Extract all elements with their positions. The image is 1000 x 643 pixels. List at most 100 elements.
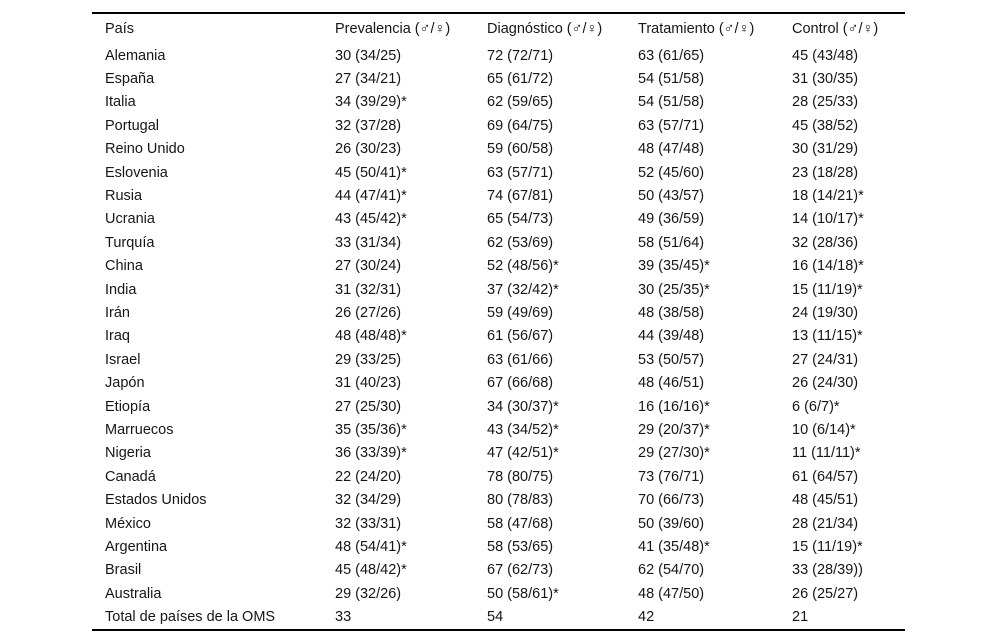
- col-header-pais: País: [105, 21, 135, 37]
- value-cell: 28 (21/34): [792, 515, 859, 532]
- country-cell: Australia: [105, 585, 162, 602]
- table-row: Brasil 45 (48/42)* 67 (62/73) 62 (54/70) 33 …: [92, 559, 905, 582]
- value-cell: 31 (32/31): [335, 281, 402, 298]
- value-cell: 45 (48/42)*: [335, 562, 407, 579]
- value-cell: 62 (59/65): [487, 94, 554, 111]
- table-row: Etiopía 27 (25/30) 34 (30/37)* 16 (16/16)* 6…: [92, 395, 905, 418]
- table-row: China 27 (30/24) 52 (48/56)* 39 (35/45)* 16 …: [92, 255, 905, 278]
- value-cell: 72 (72/71): [487, 47, 554, 64]
- value-cell: 44 (39/48): [638, 328, 705, 345]
- value-cell: 35 (35/36)*: [335, 421, 407, 438]
- value-cell: 32 (28/36): [792, 234, 859, 251]
- country-cell: India: [105, 281, 137, 298]
- country-cell: Italia: [105, 94, 136, 111]
- table-row: Eslovenia 45 (50/41)* 63 (57/71) 52 (45/60)…: [92, 161, 905, 184]
- col-header-diagnostico: Diagnóstico (♂/♀): [487, 21, 603, 37]
- value-cell: 54 (51/58): [638, 94, 705, 111]
- value-cell: 63 (57/71): [638, 117, 705, 134]
- table-container: País Prevalencia (♂/♀) Diagnóstico (♂/♀)…: [92, 12, 905, 631]
- value-cell: 37 (32/42)*: [487, 281, 559, 298]
- table-body: Alemania 30 (34/25) 72 (72/71) 63 (61/65) 45…: [92, 44, 905, 630]
- country-cell: Total de países de la OMS: [105, 609, 276, 626]
- value-cell: 69 (64/75): [487, 117, 554, 134]
- value-cell: 52 (45/60): [638, 164, 705, 181]
- value-cell: 48 (46/51): [638, 375, 705, 392]
- value-cell: 33 (31/34): [335, 234, 402, 251]
- value-cell: 74 (67/81): [487, 188, 554, 205]
- value-cell: 22 (24/20): [335, 468, 402, 485]
- country-cell: Argentina: [105, 538, 168, 555]
- country-cell: Irán: [105, 304, 130, 321]
- table-row: Reino Unido 26 (30/23) 59 (60/58) 48 (47/48…: [92, 138, 905, 161]
- value-cell: 49 (36/59): [638, 211, 705, 228]
- value-cell: 59 (60/58): [487, 141, 554, 158]
- table-row: Portugal 32 (37/28) 69 (64/75) 63 (57/71) 45…: [92, 114, 905, 137]
- value-cell: 14 (10/17)*: [792, 211, 864, 228]
- value-cell: 58 (53/65): [487, 538, 554, 555]
- value-cell: 26 (30/23): [335, 141, 402, 158]
- value-cell: 70 (66/73): [638, 492, 705, 509]
- value-cell: 50 (58/61)*: [487, 585, 559, 602]
- value-cell: 10 (6/14)*: [792, 421, 856, 438]
- value-cell: 41 (35/48)*: [638, 538, 710, 555]
- table-row: India 31 (32/31) 37 (32/42)* 30 (25/35)* 15 …: [92, 278, 905, 301]
- value-cell: 39 (35/45)*: [638, 258, 710, 275]
- value-cell: 26 (27/26): [335, 304, 402, 321]
- country-cell: Reino Unido: [105, 141, 185, 158]
- country-cell: Alemania: [105, 47, 166, 64]
- table-row: Israel 29 (33/25) 63 (61/66) 53 (50/57) 27 (…: [92, 348, 905, 371]
- value-cell: 48 (54/41)*: [335, 538, 407, 555]
- country-cell: Portugal: [105, 117, 160, 134]
- value-cell: 23 (18/28): [792, 164, 859, 181]
- value-cell: 54 (51/58): [638, 71, 705, 88]
- value-cell: 63 (61/66): [487, 351, 554, 368]
- country-cell: Estados Unidos: [105, 492, 207, 509]
- value-cell: 53 (50/57): [638, 351, 705, 368]
- value-cell: 43 (34/52)*: [487, 421, 559, 438]
- table-row: Japón 31 (40/23) 67 (66/68) 48 (46/51) 26 (2…: [92, 371, 905, 394]
- value-cell: 29 (20/37)*: [638, 421, 710, 438]
- country-cell: China: [105, 258, 143, 275]
- value-cell: 6 (6/7)*: [792, 398, 840, 415]
- table-row: Turquía 33 (31/34) 62 (53/69) 58 (51/64) 32 …: [92, 231, 905, 254]
- value-cell: 63 (61/65): [638, 47, 705, 64]
- value-cell: 65 (61/72): [487, 71, 554, 88]
- country-cell: Turquía: [105, 234, 155, 251]
- value-cell: 45 (38/52): [792, 117, 859, 134]
- value-cell: 48 (45/51): [792, 492, 859, 509]
- value-cell: 31 (30/35): [792, 71, 859, 88]
- country-cell: Etiopía: [105, 398, 151, 415]
- value-cell: 73 (76/71): [638, 468, 705, 485]
- country-cell: Japón: [105, 375, 145, 392]
- value-cell: 27 (34/21): [335, 71, 402, 88]
- value-cell: 50 (39/60): [638, 515, 705, 532]
- table-row: España 27 (34/21) 65 (61/72) 54 (51/58) 31 (…: [92, 67, 905, 90]
- value-cell: 16 (14/18)*: [792, 258, 864, 275]
- table-row: Rusia 44 (47/41)* 74 (67/81) 50 (43/57) 18 (…: [92, 184, 905, 207]
- table-row: Nigeria 36 (33/39)* 47 (42/51)* 29 (27/30)*…: [92, 442, 905, 465]
- value-cell: 32 (34/29): [335, 492, 402, 509]
- value-cell: 48 (47/48): [638, 141, 705, 158]
- value-cell: 44 (47/41)*: [335, 188, 407, 205]
- table-row: Argentina 48 (54/41)* 58 (53/65) 41 (35/48)…: [92, 535, 905, 558]
- value-cell: 48 (38/58): [638, 304, 705, 321]
- value-cell: 58 (47/68): [487, 515, 554, 532]
- value-cell: 24 (19/30): [792, 304, 859, 321]
- value-cell: 62 (54/70): [638, 562, 705, 579]
- value-cell: 33 (28/39)): [792, 562, 863, 579]
- value-cell: 33: [335, 609, 352, 626]
- country-cell: Iraq: [105, 328, 130, 345]
- value-cell: 29 (33/25): [335, 351, 402, 368]
- value-cell: 11 (11/11)*: [792, 445, 861, 462]
- value-cell: 27 (24/31): [792, 351, 859, 368]
- value-cell: 29 (32/26): [335, 585, 402, 602]
- value-cell: 27 (25/30): [335, 398, 402, 415]
- table-row: Marruecos 35 (35/36)* 43 (34/52)* 29 (20/37…: [92, 418, 905, 441]
- country-cell: Marruecos: [105, 421, 174, 438]
- table-row: Ucrania 43 (45/42)* 65 (54/73) 49 (36/59) 14…: [92, 208, 905, 231]
- value-cell: 58 (51/64): [638, 234, 705, 251]
- value-cell: 34 (39/29)*: [335, 94, 407, 111]
- table-row: Irán 26 (27/26) 59 (49/69) 48 (38/58) 24 (19…: [92, 301, 905, 324]
- value-cell: 26 (25/27): [792, 585, 859, 602]
